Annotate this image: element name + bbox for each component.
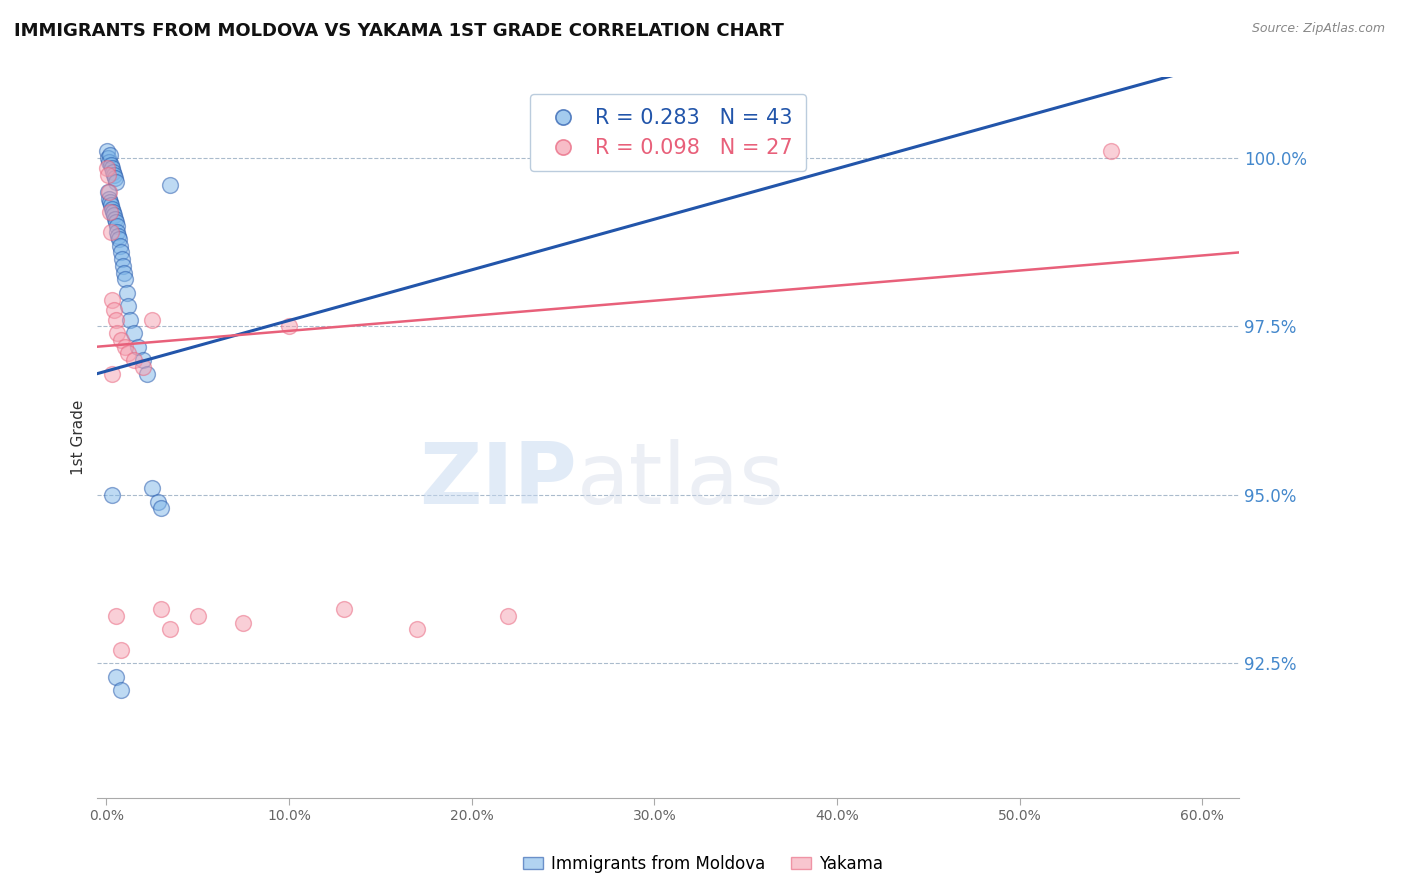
Point: [159, 623, 181, 637]
Point: [105, 219, 128, 233]
Point: [141, 481, 163, 495]
Point: [333, 602, 356, 616]
Point: [1099, 145, 1122, 159]
Text: IMMIGRANTS FROM MOLDOVA VS YAKAMA 1ST GRADE CORRELATION CHART: IMMIGRANTS FROM MOLDOVA VS YAKAMA 1ST GR…: [14, 22, 785, 40]
Point: [278, 319, 301, 334]
Point: [187, 609, 209, 624]
Point: [98, 185, 121, 199]
Point: [97, 185, 120, 199]
Point: [98, 205, 121, 219]
Point: [108, 238, 131, 252]
Legend: R = 0.283   N = 43, R = 0.098   N = 27: R = 0.283 N = 43, R = 0.098 N = 27: [530, 95, 806, 171]
Point: [98, 192, 121, 206]
Point: [150, 602, 173, 616]
Point: [103, 209, 125, 223]
Point: [496, 609, 519, 624]
Point: [132, 353, 155, 368]
Point: [98, 154, 121, 169]
Point: [114, 340, 136, 354]
Point: [117, 346, 139, 360]
Point: [104, 211, 127, 226]
Point: [107, 326, 129, 341]
Point: [96, 145, 118, 159]
Y-axis label: 1st Grade: 1st Grade: [72, 400, 86, 475]
Point: [101, 164, 124, 178]
Point: [100, 225, 122, 239]
Point: [120, 312, 142, 326]
Point: [110, 245, 132, 260]
Point: [97, 151, 120, 165]
Point: [150, 501, 173, 516]
Point: [103, 302, 125, 317]
Text: atlas: atlas: [576, 439, 785, 523]
Point: [111, 252, 134, 267]
Point: [101, 202, 124, 216]
Point: [110, 333, 132, 347]
Point: [104, 171, 127, 186]
Point: [115, 285, 138, 300]
Text: Source: ZipAtlas.com: Source: ZipAtlas.com: [1251, 22, 1385, 36]
Point: [101, 205, 124, 219]
Point: [110, 642, 132, 657]
Point: [141, 312, 163, 326]
Point: [127, 340, 149, 354]
Point: [101, 293, 124, 307]
Text: ZIP: ZIP: [419, 439, 576, 523]
Point: [100, 158, 122, 172]
Point: [232, 615, 254, 630]
Point: [135, 367, 157, 381]
Point: [101, 367, 124, 381]
Point: [159, 178, 181, 193]
Point: [100, 198, 122, 212]
Point: [101, 488, 124, 502]
Point: [104, 669, 127, 683]
Point: [110, 683, 132, 698]
Point: [107, 225, 129, 239]
Point: [98, 194, 121, 209]
Point: [114, 272, 136, 286]
Point: [97, 168, 120, 182]
Point: [104, 312, 127, 326]
Point: [101, 161, 124, 176]
Legend: Immigrants from Moldova, Yakama: Immigrants from Moldova, Yakama: [516, 848, 890, 880]
Point: [108, 232, 131, 246]
Point: [104, 175, 127, 189]
Point: [122, 353, 145, 368]
Point: [117, 299, 139, 313]
Point: [103, 168, 125, 182]
Point: [111, 259, 134, 273]
Point: [112, 266, 135, 280]
Point: [146, 494, 169, 508]
Point: [96, 161, 118, 176]
Point: [98, 148, 121, 162]
Point: [132, 359, 155, 374]
Point: [406, 623, 429, 637]
Point: [107, 228, 129, 243]
Point: [104, 215, 127, 229]
Point: [104, 609, 127, 624]
Point: [122, 326, 145, 341]
